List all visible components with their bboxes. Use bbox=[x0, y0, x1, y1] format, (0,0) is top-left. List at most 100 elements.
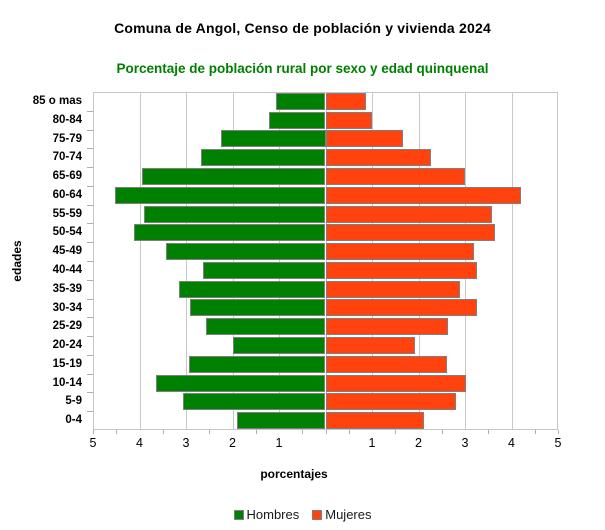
age-label-15-19: 15-19 bbox=[52, 357, 82, 370]
gridline bbox=[418, 92, 420, 430]
y-tick-mark bbox=[87, 411, 93, 413]
bar-mujeres-80-84 bbox=[325, 111, 372, 129]
bar-hombres-75-79 bbox=[220, 130, 326, 148]
y-tick-mark bbox=[87, 279, 93, 281]
bar-hombres-70-74 bbox=[200, 149, 326, 167]
x-tick-mark bbox=[558, 430, 559, 434]
bar-hombres-40-44 bbox=[203, 261, 326, 279]
age-label-10-14: 10-14 bbox=[52, 376, 82, 389]
bar-hombres-10-14 bbox=[155, 374, 326, 392]
y-tick-mark bbox=[87, 261, 93, 262]
x-tick-label-left-3: 3 bbox=[182, 436, 190, 450]
y-tick-mark bbox=[87, 148, 93, 150]
age-label-85 o mas: 85 o mas bbox=[32, 95, 82, 107]
bar-mujeres-25-29 bbox=[325, 318, 449, 336]
bar-mujeres-45-49 bbox=[325, 243, 474, 261]
gridline bbox=[279, 92, 280, 430]
y-tick-mark bbox=[87, 242, 93, 244]
x-tick-mark bbox=[209, 430, 211, 434]
x-tick-mark bbox=[348, 430, 350, 434]
x-axis-ticks bbox=[93, 430, 559, 435]
bar-hombres-45-49 bbox=[166, 243, 326, 261]
bar-hombres-15-19 bbox=[188, 355, 326, 373]
x-tick-label-right-2: 2 bbox=[415, 436, 422, 450]
age-label-60-64: 60-64 bbox=[52, 188, 82, 201]
bar-hombres-50-54 bbox=[133, 224, 326, 242]
age-label-20-24: 20-24 bbox=[52, 339, 82, 352]
age-label-25-29: 25-29 bbox=[52, 320, 82, 333]
bar-mujeres-50-54 bbox=[325, 224, 496, 242]
y-axis-ticks bbox=[87, 92, 93, 430]
bar-mujeres-55-59 bbox=[325, 205, 492, 223]
age-label-80-84: 80-84 bbox=[52, 113, 82, 126]
legend-swatch-mujeres bbox=[312, 509, 323, 520]
gridline bbox=[511, 92, 513, 430]
bar-hombres-55-59 bbox=[143, 205, 326, 223]
x-tick-label-right-3: 3 bbox=[461, 436, 469, 450]
bar-mujeres-30-34 bbox=[325, 299, 477, 317]
legend-label-mujeres: Mujeres bbox=[325, 507, 372, 522]
bar-hombres-30-34 bbox=[189, 299, 326, 317]
y-tick-mark bbox=[87, 204, 93, 206]
legend-label-hombres: Hombres bbox=[246, 507, 300, 522]
y-tick-mark bbox=[87, 317, 93, 319]
bar-mujeres-15-19 bbox=[325, 355, 448, 373]
bar-mujeres-5-9 bbox=[325, 393, 456, 411]
bar-hombres-20-24 bbox=[232, 337, 326, 354]
bar-hombres-25-29 bbox=[206, 318, 326, 336]
x-tick-mark bbox=[395, 430, 397, 434]
age-label-55-59: 55-59 bbox=[52, 207, 82, 220]
gridline bbox=[186, 92, 187, 430]
age-label-0-4: 0-4 bbox=[65, 414, 82, 427]
x-tick-label-left-1: 1 bbox=[275, 436, 283, 450]
chart-legend: Hombres Mujeres bbox=[0, 507, 605, 522]
x-tick-mark bbox=[534, 430, 536, 434]
y-tick-mark bbox=[87, 392, 93, 394]
y-tick-mark bbox=[87, 223, 93, 225]
x-tick-mark bbox=[116, 430, 118, 434]
bar-hombres-80-84 bbox=[269, 111, 326, 129]
plot-area bbox=[93, 92, 558, 430]
age-label-70-74: 70-74 bbox=[52, 151, 82, 164]
y-tick-mark bbox=[87, 354, 93, 356]
bar-mujeres-0-4 bbox=[325, 412, 425, 430]
gridline bbox=[372, 92, 373, 430]
age-label-5-9: 5-9 bbox=[65, 395, 82, 408]
bar-hombres-5-9 bbox=[183, 393, 326, 411]
y-tick-mark bbox=[87, 129, 93, 131]
age-label-75-79: 75-79 bbox=[52, 132, 82, 145]
y-tick-mark bbox=[87, 336, 93, 338]
x-tick-mark bbox=[162, 430, 164, 434]
y-tick-mark bbox=[87, 298, 93, 300]
bar-hombres-65-69 bbox=[142, 168, 326, 185]
bar-mujeres-85 o mas bbox=[325, 92, 366, 110]
x-tick-label-left-2: 2 bbox=[229, 436, 236, 450]
bar-mujeres-75-79 bbox=[325, 130, 404, 148]
y-tick-mark bbox=[87, 373, 93, 375]
x-tick-label-left-5: 5 bbox=[89, 436, 97, 450]
bar-mujeres-70-74 bbox=[325, 149, 432, 167]
x-tick-mark bbox=[93, 430, 94, 434]
age-axis-labels: 85 o mas 80-84 75-79 70-74 65-69 60-64 55-59 50… bbox=[0, 92, 87, 430]
bar-mujeres-60-64 bbox=[325, 186, 521, 204]
legend-item-mujeres: Mujeres bbox=[312, 507, 372, 522]
bar-hombres-0-4 bbox=[236, 412, 326, 430]
x-tick-label-right-5: 5 bbox=[554, 436, 562, 450]
x-tick-mark bbox=[302, 430, 304, 434]
x-tick-mark bbox=[441, 430, 443, 434]
x-tick-label-right-4: 4 bbox=[508, 436, 515, 450]
age-label-45-49: 45-49 bbox=[52, 245, 82, 258]
bar-mujeres-35-39 bbox=[325, 280, 460, 298]
chart-title: Comuna de Angol, Censo de población y vi… bbox=[114, 20, 491, 36]
bar-hombres-35-39 bbox=[179, 280, 326, 298]
bar-hombres-60-64 bbox=[114, 186, 326, 204]
age-label-35-39: 35-39 bbox=[52, 282, 82, 295]
x-tick-label-right-1: 1 bbox=[368, 436, 376, 450]
bar-mujeres-65-69 bbox=[325, 168, 465, 185]
x-tick-label-left-4: 4 bbox=[136, 436, 143, 450]
y-tick-mark bbox=[87, 185, 93, 187]
legend-item-hombres: Hombres bbox=[233, 507, 300, 522]
legend-swatch-hombres bbox=[233, 509, 244, 520]
age-label-30-34: 30-34 bbox=[52, 301, 82, 314]
